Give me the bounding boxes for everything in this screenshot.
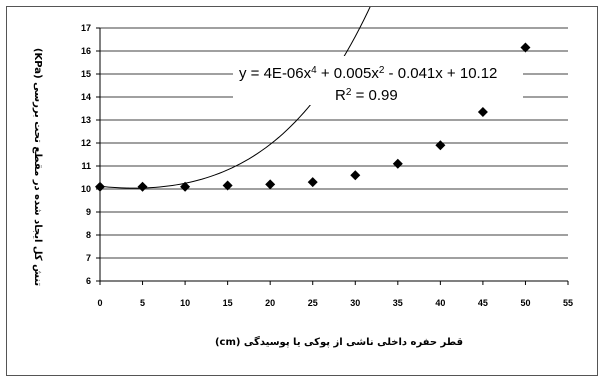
x-tick-label: 10: [180, 298, 190, 308]
x-tick-label: 45: [478, 298, 488, 308]
data-point: [520, 42, 531, 53]
data-point: [435, 140, 446, 151]
data-point: [137, 181, 148, 192]
data-point: [307, 177, 318, 188]
axes: [96, 27, 569, 285]
y-tick-label: 11: [81, 161, 91, 171]
y-tick-label: 12: [81, 138, 91, 148]
y-tick-label: 13: [81, 115, 91, 125]
x-tick-label: 25: [308, 298, 318, 308]
x-tick-label: 55: [563, 298, 573, 308]
y-tick-label: 7: [86, 253, 91, 263]
x-tick-label: 5: [140, 298, 145, 308]
data-point: [95, 181, 105, 192]
trendline-equation: y = 4E-06x4 + 0.005x2 - 0.041x + 10.12: [239, 65, 497, 83]
y-tick-label: 17: [81, 23, 91, 33]
data-point: [477, 106, 488, 117]
x-tick-label: 20: [265, 298, 275, 308]
x-tick-label: 35: [393, 298, 403, 308]
equation-box-background: [233, 56, 523, 105]
chart: 6 7 8 9 10 11 12 13 14 15 16 17 0 5 10 15 20 25 30 35 40 45 50…: [32, 7, 573, 348]
x-tick-label: 30: [350, 298, 360, 308]
chart-frame: 6 7 8 9 10 11 12 13 14 15 16 17 0 5 10 15 20 25 30 35 40 45 50…: [6, 6, 598, 376]
y-tick-label: 6: [86, 276, 91, 286]
y-tick-label: 8: [86, 230, 91, 240]
x-axis-title: قطر حفره داخلی ناشی از پوکی یا پوسیدگی (…: [215, 335, 463, 348]
y-axis-title: تنش کل ایجاد شده در مقطع تحت بررسی (KPa): [32, 48, 43, 286]
x-tick-label: 0: [97, 298, 102, 308]
x-tick-label: 50: [520, 298, 530, 308]
data-point: [392, 158, 403, 169]
r-squared: R2 = 0.99: [335, 87, 398, 105]
y-tick-label: 14: [81, 92, 91, 102]
y-tick-label: 10: [81, 184, 91, 194]
y-tick-label: 9: [86, 207, 91, 217]
tick-labels: 6 7 8 9 10 11 12 13 14 15 16 17 0 5 10 15 20 25 30 35 40 45 50…: [81, 23, 573, 308]
x-tick-label: 15: [223, 298, 233, 308]
y-tick-label: 15: [81, 69, 91, 79]
data-point: [222, 180, 233, 191]
data-points: [95, 42, 531, 192]
data-point: [350, 170, 361, 181]
y-tick-label: 16: [81, 46, 91, 56]
x-tick-label: 40: [435, 298, 445, 308]
data-point: [265, 179, 276, 190]
data-point: [180, 181, 191, 192]
